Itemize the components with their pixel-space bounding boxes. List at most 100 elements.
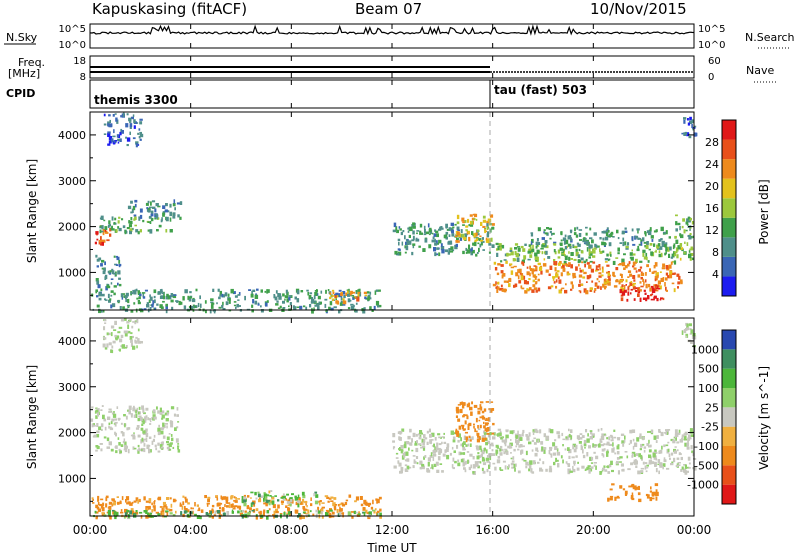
echo-cell — [687, 118, 689, 121]
echo-cell — [330, 500, 334, 502]
echo-cell — [187, 309, 190, 312]
nsky-tick-top: 10^5 — [59, 24, 86, 35]
echo-cell — [691, 257, 695, 261]
echo-cell — [608, 242, 612, 247]
echo-cell — [404, 251, 407, 254]
echo-cell — [658, 250, 661, 254]
echo-cell — [255, 293, 257, 296]
echo-cell — [483, 430, 485, 434]
echo-cell — [680, 234, 684, 239]
echo-cell — [687, 437, 690, 442]
echo-cell — [616, 495, 620, 498]
echo-cell — [534, 256, 538, 261]
echo-cell — [552, 442, 556, 447]
echo-cell — [161, 507, 164, 512]
echo-cell — [119, 131, 122, 136]
echo-cell — [688, 250, 691, 253]
echo-cell — [470, 411, 473, 416]
echo-cell — [450, 430, 454, 435]
echo-cell — [449, 240, 453, 244]
echo-cell — [168, 295, 170, 299]
echo-cell — [648, 459, 653, 463]
echo-cell — [237, 305, 241, 307]
echo-cell — [586, 281, 588, 283]
echo-cell — [599, 237, 602, 240]
echo-cell — [452, 467, 455, 470]
echo-cell — [541, 469, 544, 472]
echo-cell — [165, 510, 169, 513]
echo-cell — [591, 280, 594, 283]
echo-cell — [445, 231, 449, 235]
echo-cell — [599, 250, 603, 254]
echo-cell — [478, 436, 481, 440]
echo-cell — [97, 502, 100, 506]
echo-cell — [579, 437, 583, 440]
colorbar-tick-label: 20 — [705, 180, 719, 193]
echo-cell — [603, 230, 607, 234]
x-tick-label: 04:00 — [173, 523, 208, 537]
echo-cell — [125, 136, 127, 139]
echo-cell — [651, 493, 655, 497]
echo-cell — [107, 511, 111, 516]
echo-cell — [120, 334, 124, 338]
echo-cell — [675, 436, 677, 441]
echo-cell — [157, 442, 160, 446]
echo-cell — [644, 279, 647, 283]
echo-cell — [188, 297, 192, 302]
echo-cell — [440, 243, 443, 247]
echo-cell — [314, 292, 318, 296]
echo-cell — [640, 276, 643, 280]
echo-cell — [570, 258, 573, 260]
echo-cell — [121, 344, 125, 349]
colorbar-tick-label: 100 — [698, 382, 719, 395]
echo-cell — [413, 461, 417, 464]
echo-cell — [456, 237, 459, 241]
echo-cell — [518, 445, 521, 448]
echo-cell — [498, 243, 502, 248]
echo-cell — [552, 452, 556, 456]
echo-cell — [542, 461, 545, 465]
echo-cell — [451, 233, 455, 237]
echo-cell — [190, 306, 195, 309]
echo-cell — [204, 495, 207, 499]
echo-cell — [315, 509, 319, 513]
echo-cell — [673, 243, 676, 248]
echo-cell — [441, 441, 443, 445]
echo-cell — [113, 501, 117, 505]
echo-cell — [347, 511, 351, 516]
echo-cell — [551, 233, 553, 236]
echo-cell — [378, 496, 382, 500]
echo-cell — [234, 500, 238, 503]
echo-cell — [162, 422, 165, 427]
echo-cell — [562, 459, 564, 464]
echo-cell — [613, 285, 618, 288]
echo-cell — [408, 442, 413, 445]
echo-cell — [299, 501, 303, 505]
echo-cell — [471, 247, 473, 249]
echo-cell — [580, 283, 584, 286]
echo-cell — [468, 466, 471, 471]
echo-cell — [580, 444, 583, 447]
echo-cell — [165, 303, 168, 307]
echo-cell — [142, 422, 145, 425]
echo-cell — [630, 292, 632, 295]
echo-cell — [619, 280, 623, 282]
echo-cell — [148, 505, 151, 510]
echo-cell — [433, 443, 435, 448]
echo-cell — [95, 511, 99, 514]
echo-cell — [646, 494, 650, 499]
echo-cell — [656, 244, 660, 249]
echo-cell — [92, 502, 95, 504]
echo-cell — [138, 415, 142, 418]
echo-cell — [469, 439, 472, 442]
echo-cell — [481, 410, 485, 414]
echo-cell — [331, 295, 335, 297]
echo-cell — [106, 446, 110, 449]
echo-cell — [464, 234, 467, 238]
echo-cell — [95, 504, 99, 509]
echo-cell — [503, 451, 506, 455]
echo-cell — [177, 447, 179, 450]
nsky-tick-bottom: 10^0 — [59, 40, 86, 51]
echo-cell — [475, 465, 478, 467]
echo-cell — [540, 449, 544, 452]
